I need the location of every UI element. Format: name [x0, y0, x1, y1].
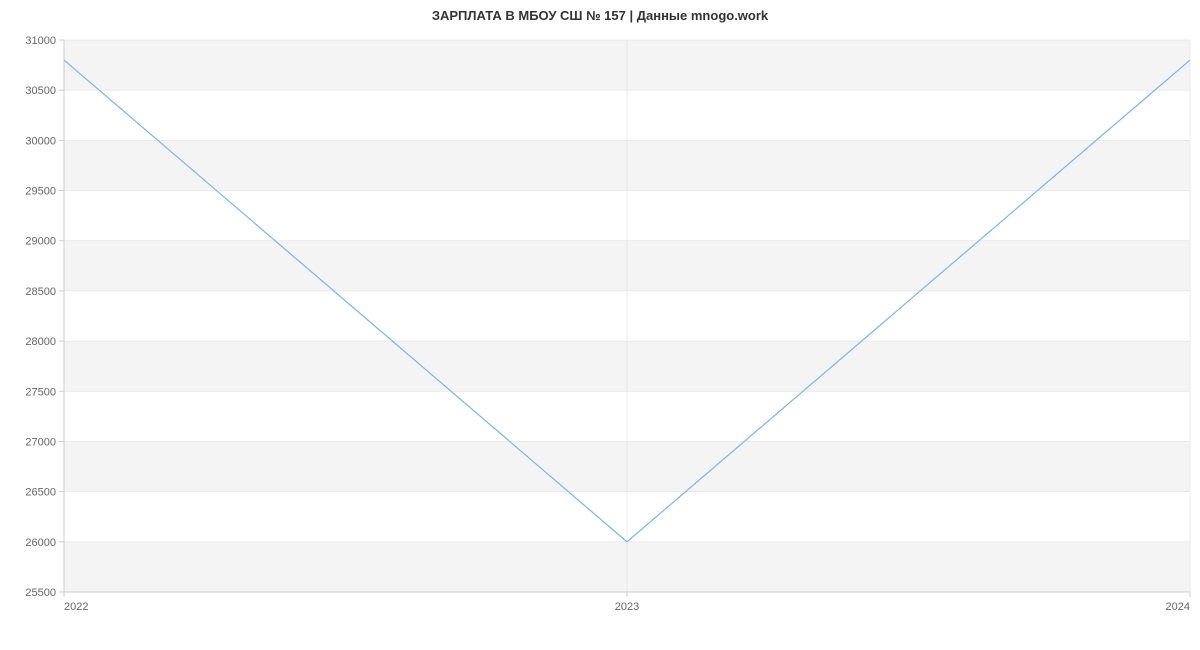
y-tick-label: 26500	[25, 487, 56, 499]
y-tick-label: 27000	[25, 436, 56, 448]
x-tick-label: 2023	[615, 601, 639, 613]
y-tick-label: 29500	[25, 186, 56, 198]
y-tick-label: 27500	[25, 386, 56, 398]
y-tick-label: 30500	[25, 85, 56, 97]
y-tick-label: 28000	[25, 336, 56, 348]
y-tick-label: 30000	[25, 135, 56, 147]
x-tick-label: 2022	[64, 601, 88, 613]
y-tick-label: 31000	[25, 35, 56, 47]
chart-container: ЗАРПЛАТА В МБОУ СШ № 157 | Данные mnogo.…	[0, 0, 1200, 650]
chart-title: ЗАРПЛАТА В МБОУ СШ № 157 | Данные mnogo.…	[0, 8, 1200, 23]
y-tick-label: 29000	[25, 236, 56, 248]
y-tick-label: 25500	[25, 587, 56, 599]
y-tick-label: 28500	[25, 286, 56, 298]
x-tick-label: 2024	[1166, 601, 1190, 613]
y-tick-label: 26000	[25, 537, 56, 549]
chart-svg: 25500 26000 26500 27000 27500 28000 28500 29000…	[0, 0, 1200, 650]
